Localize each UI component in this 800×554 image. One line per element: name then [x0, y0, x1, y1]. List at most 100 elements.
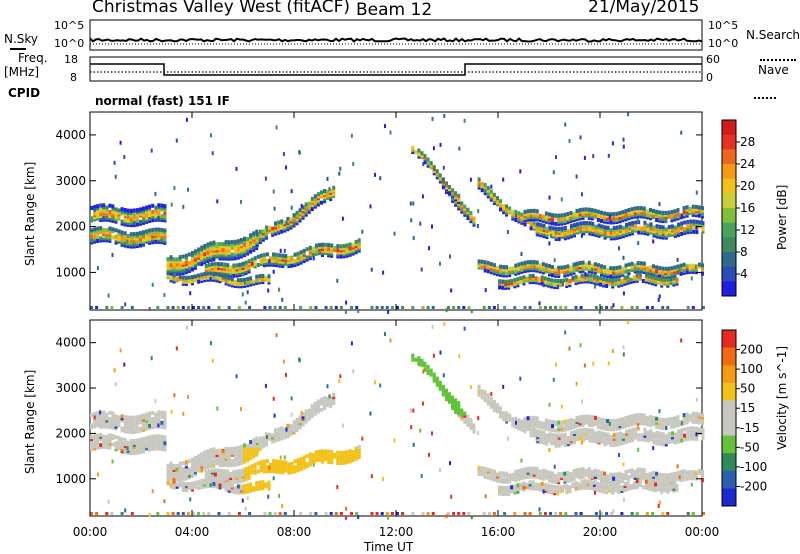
- power-cell: [148, 228, 152, 233]
- velocity-cell: [457, 405, 461, 410]
- power-cell: [579, 306, 583, 309]
- power-cell: [203, 258, 207, 263]
- power-cell: [117, 212, 121, 217]
- power-cell: [277, 224, 281, 229]
- velocity-cell: [581, 414, 585, 419]
- power-cell: [313, 194, 317, 199]
- velocity-cell: [172, 483, 176, 488]
- power-cell: [595, 279, 599, 284]
- power-cell: [243, 251, 246, 256]
- velocity-cell: [357, 515, 360, 520]
- power-cell: [618, 246, 620, 251]
- power-cell: [451, 198, 455, 203]
- power-cell: [548, 218, 551, 223]
- velocity-cell: [676, 471, 680, 475]
- velocity-cell: [307, 408, 311, 413]
- velocity-cell: [221, 480, 225, 485]
- velocity-cell: [197, 458, 201, 463]
- power-cell: [554, 228, 558, 233]
- velocity-cell: [184, 484, 188, 489]
- velocity-cell: [537, 483, 541, 488]
- velocity-cell: [166, 477, 170, 482]
- power-cell: [132, 221, 136, 225]
- power-cell: [633, 208, 637, 213]
- power-cell: [93, 208, 96, 213]
- power-cell: [655, 218, 659, 222]
- power-cell: [651, 306, 654, 309]
- velocity-cell: [120, 441, 124, 446]
- velocity-cell: [154, 446, 158, 451]
- velocity-cell: [651, 481, 654, 486]
- power-cell: [230, 254, 234, 259]
- power-cell: [212, 246, 216, 251]
- power-cell: [96, 239, 100, 243]
- power-cell: [609, 228, 613, 233]
- power-cell: [655, 234, 659, 239]
- power-cell: [111, 218, 115, 223]
- velocity-cell: [230, 485, 234, 490]
- power-cell: [139, 213, 142, 218]
- velocity-cell: [287, 462, 291, 467]
- velocity-cell: [634, 431, 638, 436]
- power-cell: [411, 306, 415, 309]
- power-cell: [658, 210, 662, 215]
- velocity-cell: [637, 437, 641, 442]
- power-cell: [145, 205, 149, 210]
- power-cell: [258, 229, 262, 234]
- power-cell: [120, 211, 124, 216]
- power-cell: [597, 227, 601, 232]
- power-cell: [435, 175, 439, 180]
- velocity-cell: [111, 442, 115, 447]
- power-cell: [477, 261, 481, 266]
- power-cell: [264, 231, 268, 236]
- power-cell: [688, 269, 692, 274]
- velocity-cell: [630, 472, 634, 477]
- power-cell: [184, 257, 188, 262]
- power-cell: [157, 227, 161, 232]
- power-cell: [505, 210, 509, 215]
- power-cell: [611, 282, 615, 287]
- velocity-cell: [230, 448, 234, 453]
- velocity-cell: [677, 437, 680, 442]
- velocity-cell: [486, 395, 490, 400]
- power-cell: [600, 272, 603, 277]
- power-cell: [606, 218, 610, 223]
- power-cell: [605, 277, 609, 282]
- power-cell: [123, 212, 127, 217]
- power-cell: [301, 213, 305, 218]
- power-cell: [139, 209, 142, 214]
- velocity-cell: [304, 419, 308, 424]
- velocity-cell: [526, 418, 530, 423]
- velocity-cell: [621, 417, 625, 422]
- power-cell: [637, 241, 640, 246]
- power-cell: [593, 266, 597, 271]
- velocity-cell: [431, 324, 434, 329]
- power-cell: [483, 268, 487, 273]
- power-cell: [126, 223, 130, 227]
- power-cell: [117, 237, 121, 242]
- velocity-cell: [206, 484, 210, 489]
- power-cell: [354, 244, 358, 248]
- velocity-cell: [178, 469, 182, 474]
- power-cell: [643, 224, 647, 229]
- velocity-cell: [169, 465, 173, 470]
- velocity-cell: [520, 419, 524, 424]
- power-cell: [334, 306, 338, 309]
- velocity-cell: [333, 452, 337, 457]
- velocity-cell: [235, 374, 238, 379]
- power-cell: [148, 232, 152, 237]
- power-cell: [517, 215, 521, 220]
- power-cell: [239, 248, 243, 253]
- power-cell: [197, 273, 201, 278]
- velocity-cell: [339, 374, 342, 379]
- velocity-cell: [514, 469, 518, 474]
- velocity-cell: [102, 410, 106, 415]
- power-cell: [445, 308, 448, 313]
- power-cell: [432, 169, 436, 174]
- power-cell: [569, 211, 573, 215]
- power-cell: [600, 212, 603, 217]
- velocity-cell: [566, 436, 570, 440]
- power-cell: [274, 231, 278, 236]
- power-cell: [345, 300, 348, 305]
- velocity-cell: [480, 395, 484, 400]
